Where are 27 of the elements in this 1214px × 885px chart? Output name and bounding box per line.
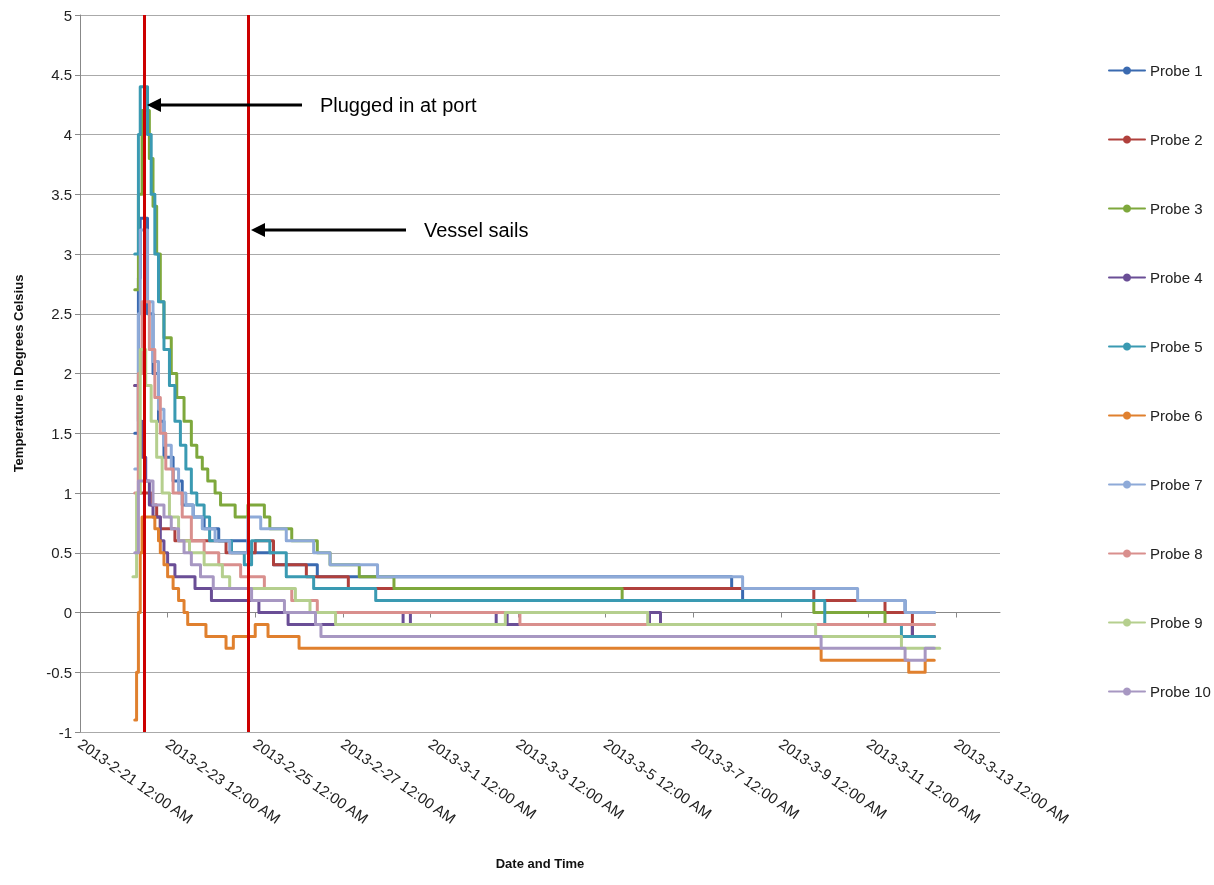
y-tick-label: 1.5: [51, 424, 72, 442]
y-tick-label: -0.5: [46, 663, 72, 681]
y-tick-label: 0.5: [51, 544, 72, 562]
annotation: Vessel sails: [423, 218, 529, 243]
y-tick-label: 4: [63, 126, 72, 143]
legend-label: Probe 9: [1150, 614, 1203, 631]
legend-label: Probe 7: [1150, 476, 1203, 493]
legend-label: Probe 2: [1150, 131, 1203, 148]
y-axis-title: Temperature in Degrees Celsius: [11, 274, 26, 473]
y-tick-label: 5: [63, 6, 72, 24]
y-tick-label: -1: [58, 723, 72, 741]
y-tick-label: 3.5: [51, 185, 72, 203]
y-tick-label: 3: [63, 245, 72, 263]
x-axis-title: Date and Time: [495, 856, 585, 871]
legend-label: Probe 1: [1150, 62, 1203, 79]
legend-label: Probe 4: [1150, 269, 1203, 286]
y-tick-label: 2.5: [51, 305, 72, 323]
y-tick-label: 4.5: [51, 66, 72, 84]
legend-label: Probe 3: [1150, 200, 1203, 217]
y-tick-label: 2: [63, 365, 72, 382]
annotation: Plugged in at port: [319, 92, 477, 117]
legend-label: Probe 10: [1150, 683, 1211, 700]
y-tick-label: 0: [63, 604, 72, 621]
legend-label: Probe 8: [1150, 545, 1203, 562]
legend-label: Probe 6: [1150, 407, 1203, 424]
legend-label: Probe 5: [1150, 338, 1203, 355]
y-tick-label: 1: [63, 484, 72, 502]
